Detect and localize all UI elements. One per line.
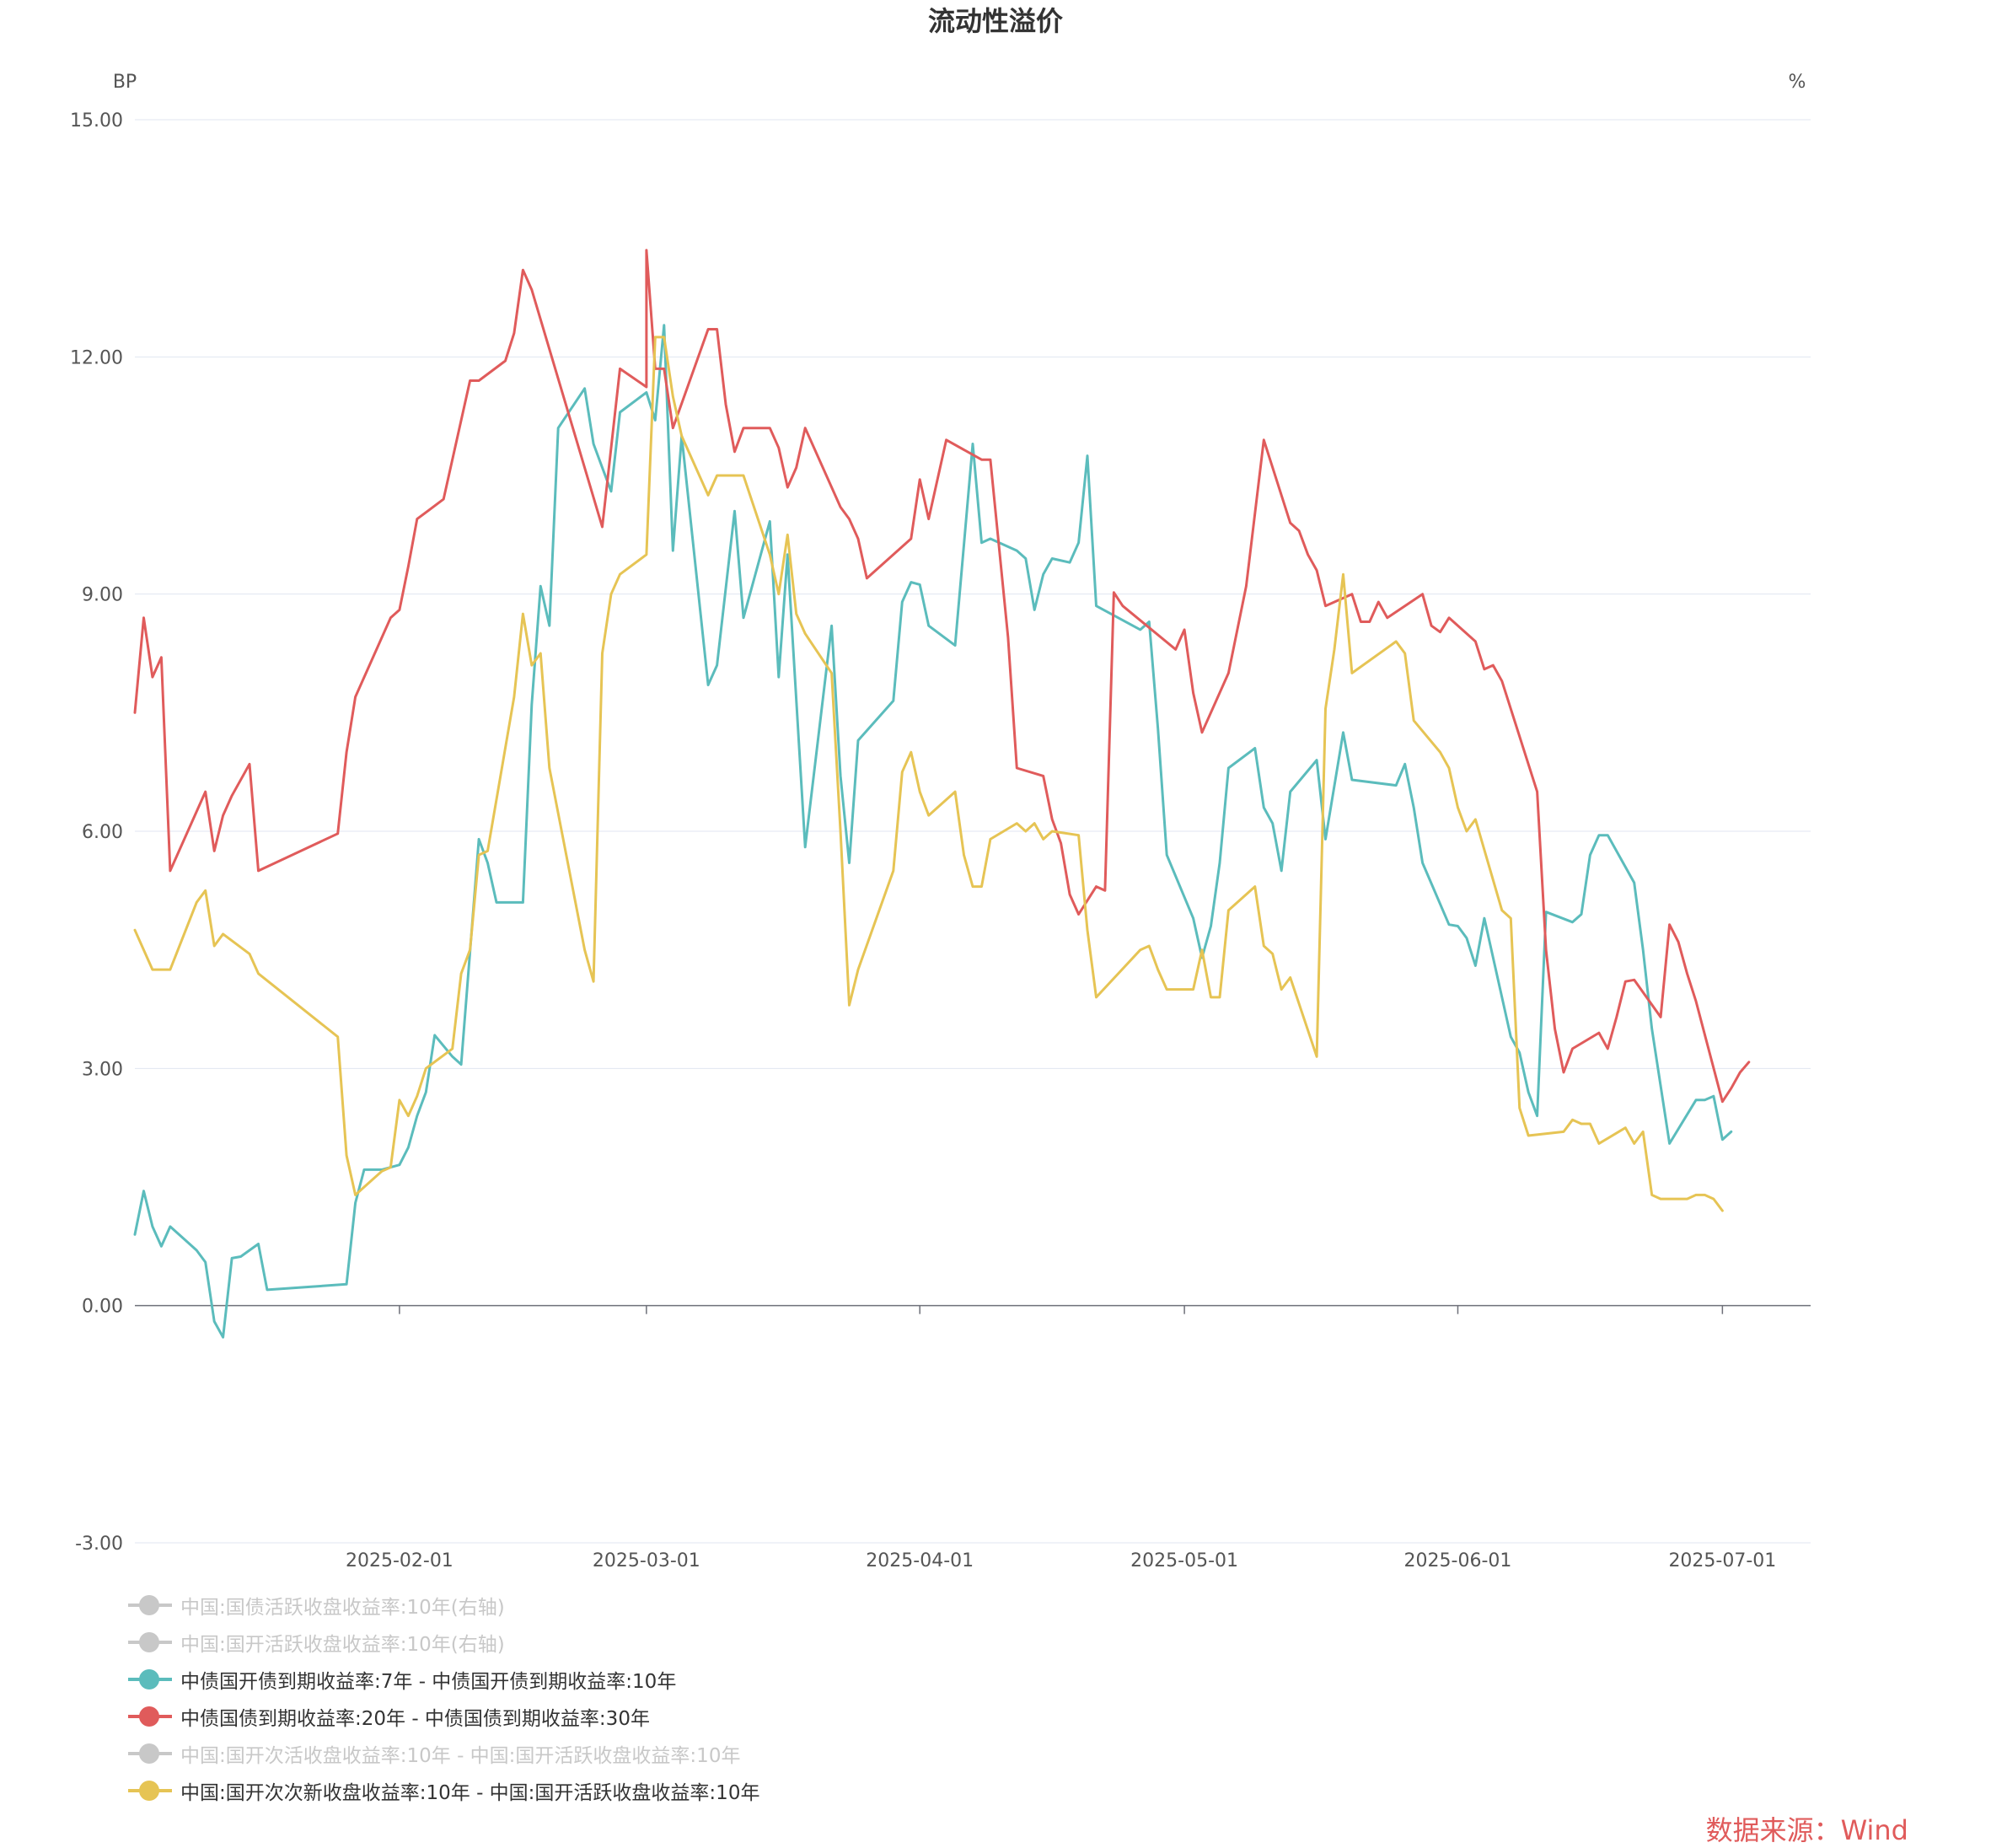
legend-label: 中债国债到期收益率:20年 - 中债国债到期收益率:30年 [180, 1708, 650, 1730]
legend-marker-icon [128, 1781, 172, 1801]
series-line-1[interactable] [133, 249, 1751, 1104]
legend-item[interactable]: 中国:国债活跃收盘收益率:10年(右轴) [128, 1587, 759, 1624]
y-tick-label: 9.00 [82, 585, 123, 606]
legend-marker-icon [128, 1743, 172, 1764]
y-tick-label: 6.00 [82, 822, 123, 843]
legend-item[interactable]: 中债国债到期收益率:20年 - 中债国债到期收益率:30年 [128, 1698, 759, 1735]
y-tick-label: 3.00 [82, 1059, 123, 1080]
legend-label: 中国:国开活跃收盘收益率:10年(右轴) [180, 1634, 505, 1656]
y-tick-label: -3.00 [75, 1534, 123, 1555]
legend-label: 中债国开债到期收益率:7年 - 中债国开债到期收益率:10年 [180, 1671, 677, 1693]
grid-lines [135, 119, 1811, 1544]
x-tick-label: 2025-07-01 [1668, 1550, 1776, 1571]
left-axis-unit: BP [113, 72, 137, 93]
y-tick-label: 15.00 [70, 110, 123, 132]
chart-title: 流动性溢价 [928, 5, 1063, 37]
x-tick-label: 2025-05-01 [1130, 1550, 1238, 1571]
right-axis-unit: % [1789, 72, 1806, 93]
legend-marker-icon [128, 1595, 172, 1615]
series-line-0[interactable] [133, 324, 1733, 1339]
y-tick-label: 0.00 [82, 1297, 123, 1318]
series-line-2[interactable] [133, 336, 1724, 1212]
x-tick-label: 2025-06-01 [1404, 1550, 1512, 1571]
x-axis: 2025-02-01 2025-03-01 2025-04-01 2025-05-01… [346, 1305, 1776, 1571]
legend-marker-icon [128, 1632, 172, 1652]
series-lines [133, 249, 1751, 1339]
x-tick-label: 2025-02-01 [346, 1550, 453, 1571]
legend-label: 中国:国债活跃收盘收益率:10年(右轴) [180, 1597, 505, 1619]
legend-item[interactable]: 中国:国开活跃收盘收益率:10年(右轴) [128, 1624, 759, 1661]
legend-label: 中国:国开次活收盘收益率:10年 - 中国:国开活跃收盘收益率:10年 [180, 1745, 741, 1767]
legend-item[interactable]: 中债国开债到期收益率:7年 - 中债国开债到期收益率:10年 [128, 1661, 759, 1698]
data-source: 数据来源：Wind [1705, 1814, 1908, 1846]
y-axis-ticks: 15.00 12.00 9.00 6.00 3.00 0.00 -3.00 [70, 110, 123, 1555]
legend-label: 中国:国开次次新收盘收益率:10年 - 中国:国开活跃收盘收益率:10年 [180, 1782, 760, 1804]
legend-marker-icon [128, 1669, 172, 1690]
legend-item[interactable]: 中国:国开次活收盘收益率:10年 - 中国:国开活跃收盘收益率:10年 [128, 1735, 759, 1772]
legend-marker-icon [128, 1706, 172, 1727]
y-tick-label: 12.00 [70, 347, 123, 368]
x-tick-label: 2025-03-01 [593, 1550, 700, 1571]
x-tick-label: 2025-04-01 [866, 1550, 974, 1571]
legend-item[interactable]: 中国:国开次次新收盘收益率:10年 - 中国:国开活跃收盘收益率:10年 [128, 1772, 759, 1809]
legend: 中国:国债活跃收盘收益率:10年(右轴) 中国:国开活跃收盘收益率:10年(右轴)… [128, 1587, 759, 1809]
